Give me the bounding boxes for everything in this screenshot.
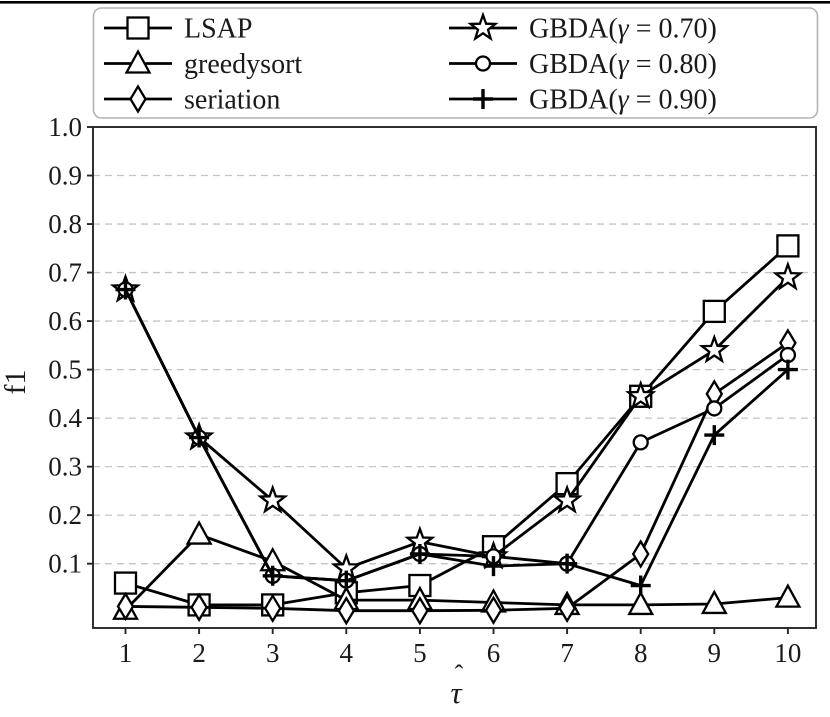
diamond-marker-legend-seriation [129, 84, 147, 114]
legend-entry-seriation: seriation [104, 84, 280, 116]
circle-marker-gbda-0-80 [632, 434, 649, 451]
diamond-marker-seriation [411, 596, 429, 626]
x-axis-label: τ [450, 675, 463, 710]
y-tick-label: 0.6 [48, 306, 82, 336]
circle-marker-legend-gbda-0-80 [474, 55, 492, 72]
plus-marker-gbda-0-90 [409, 543, 430, 564]
star-marker-gbda-0-70 [257, 484, 289, 514]
star-marker-legend-gbda-0-70 [467, 11, 499, 42]
x-tick-label: 7 [560, 638, 574, 668]
axis-ticks-and-labels: 0.1 0.2 0.3 0.4 0.5 0.6 0.7 0.8 0.9 1.0 1 2 3 4 5 6 7 8 9 1… [48, 112, 801, 668]
legend-entry-lsap: LSAP [104, 14, 252, 45]
legend-entry-gbda-0-80: GBDA(γ = 0.80) [449, 49, 717, 80]
star-marker-gbda-0-70 [551, 484, 583, 514]
series-line-greedysort [124, 533, 790, 612]
triangle-marker-greedysort [700, 589, 728, 615]
triangle-marker-greedysort [627, 590, 655, 616]
plus-marker-gbda-0-90 [262, 565, 283, 586]
star-marker-gbda-0-70 [625, 379, 657, 410]
diamond-marker-seriation [190, 592, 208, 623]
page-top-rule [0, 1, 830, 4]
plus-marker-gbda-0-90 [777, 359, 798, 380]
y-tick-label: 0.3 [48, 452, 82, 482]
y-tick-label: 0.4 [48, 403, 82, 433]
plus-marker-gbda-0-90 [336, 570, 357, 591]
star-marker-gbda-0-70 [698, 333, 730, 364]
y-tick-label: 0.2 [48, 500, 82, 530]
x-tick-label: 4 [340, 638, 354, 668]
diamond-marker-seriation [337, 596, 356, 626]
square-marker-lsap [113, 571, 138, 595]
legend-entry-gbda-0-90: GBDA(γ = 0.90) [449, 85, 717, 116]
x-tick-label: 8 [634, 638, 648, 668]
diamond-marker-seriation [558, 593, 576, 624]
x-tick-label: 1 [119, 638, 133, 668]
series-gbda-0-90 [115, 279, 798, 596]
x-axis-label-hat: ˆ [455, 660, 464, 689]
y-tick-label: 0.8 [48, 209, 82, 239]
legend-label: GBDA(γ = 0.80) [529, 49, 717, 80]
triangle-marker-greedysort [774, 583, 802, 608]
series-lsap [113, 234, 800, 617]
y-axis-label: f1 [0, 370, 32, 395]
circle-marker-gbda-0-80 [706, 400, 723, 417]
x-tick-label: 10 [774, 638, 801, 668]
series-line-gbda-0-90 [124, 288, 790, 587]
x-tick-label: 9 [708, 638, 722, 668]
triangle-marker-legend-greedysort [124, 49, 152, 74]
plus-marker-legend-gbda-0-90 [473, 89, 493, 109]
legend-entry-gbda-0-70: GBDA(γ = 0.70) [449, 11, 717, 45]
x-tick-label: 6 [487, 638, 501, 668]
series-seriation [116, 328, 797, 626]
legend-entry-greedysort: greedysort [104, 49, 302, 80]
square-marker-lsap [702, 299, 726, 324]
plus-marker-gbda-0-90 [115, 279, 136, 300]
plus-marker-gbda-0-90 [189, 427, 210, 448]
y-tick-label: 0.7 [48, 258, 82, 288]
legend-label: GBDA(γ = 0.90) [529, 85, 717, 116]
y-tick-label: 0.1 [48, 549, 82, 579]
diamond-marker-seriation [631, 539, 650, 569]
triangle-marker-greedysort [185, 520, 213, 545]
star-marker-gbda-0-70 [772, 260, 804, 291]
y-tick-label: 0.9 [48, 161, 82, 191]
diamond-marker-seriation [263, 593, 282, 624]
y-tick-label: 1.0 [48, 112, 82, 142]
series-line-gbda-0-70 [124, 275, 790, 570]
x-tick-label: 3 [266, 638, 280, 668]
square-marker-legend-lsap [126, 16, 150, 40]
axes-box [92, 126, 817, 629]
diamond-marker-seriation [116, 591, 135, 622]
plus-marker-gbda-0-90 [704, 425, 725, 446]
legend-label: greedysort [184, 49, 302, 80]
legend: LSAP greedysort seriation GBDA(γ = 0.70) GBD… [92, 7, 819, 119]
legend-label: seriation [184, 85, 280, 116]
legend-label: GBDA(γ = 0.70) [529, 14, 717, 45]
series-line-lsap [124, 244, 790, 607]
diamond-marker-seriation [484, 595, 503, 625]
y-tick-label: 0.5 [48, 355, 82, 385]
plus-marker-gbda-0-90 [630, 575, 651, 596]
x-tick-label: 2 [192, 638, 206, 668]
series-line-seriation [124, 341, 790, 613]
plus-marker-gbda-0-90 [557, 553, 578, 574]
x-tick-label: 5 [413, 638, 427, 668]
square-marker-lsap [776, 234, 800, 258]
plus-marker-gbda-0-90 [483, 556, 504, 577]
legend-label: LSAP [184, 14, 252, 45]
